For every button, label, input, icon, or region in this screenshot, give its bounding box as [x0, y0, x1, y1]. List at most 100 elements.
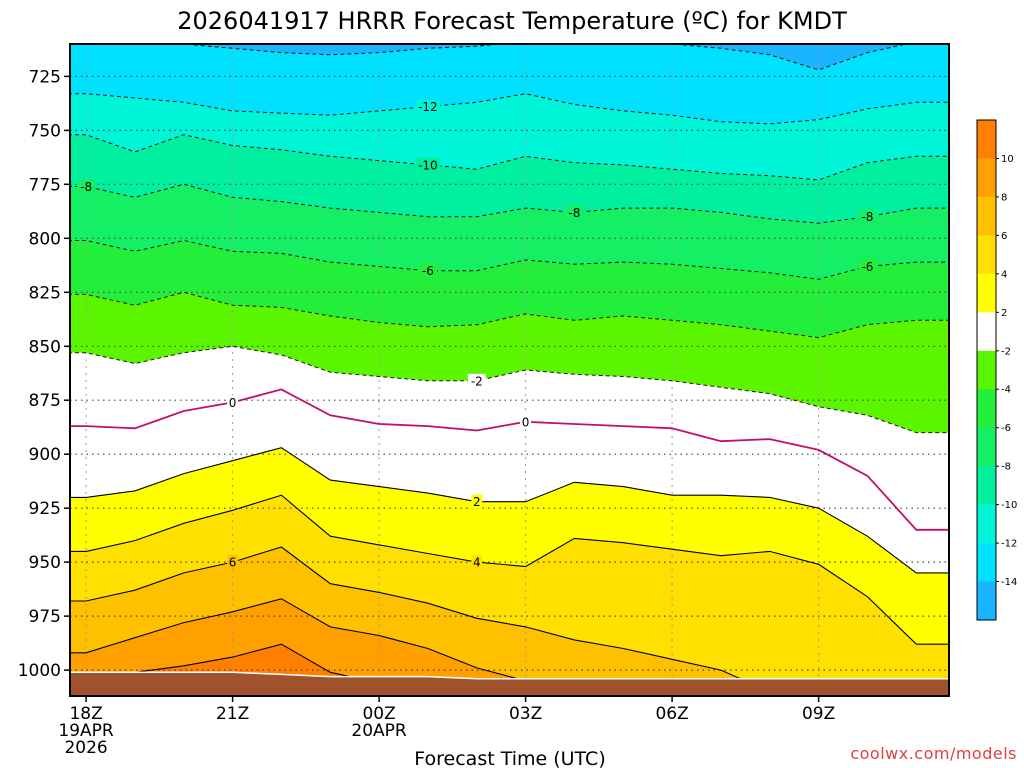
- colorbar-label--2: -2: [1001, 346, 1011, 357]
- contour-label--8: -8: [80, 180, 92, 194]
- plot-area: -12 -10 -8 -8 -8 -6 -6 -2 0 0 2 4 6: [70, 44, 949, 696]
- colorbar-swatch-6-to-8: [977, 196, 996, 236]
- isotherm--10: [70, 134, 949, 181]
- surface-line: [70, 671, 949, 680]
- colorbar-swatch--99-to--14: [977, 581, 996, 621]
- colorbar-swatch-4-to-6: [977, 235, 996, 275]
- contour-label-bg: [467, 373, 486, 388]
- x-tick-date: 19APR: [58, 721, 114, 741]
- contour-label-bg: [520, 414, 532, 429]
- colorbar-swatch--8-to--6: [977, 427, 996, 467]
- y-tick-label-775: 775: [29, 175, 61, 195]
- contour-label-4: 4: [473, 556, 481, 570]
- y-tick-label-875: 875: [29, 391, 61, 411]
- y-tick-label-750: 750: [29, 121, 61, 141]
- contour-label-bg: [471, 555, 483, 570]
- temp-band--4-to--2: [70, 292, 949, 433]
- colorbar-swatch-8-to-10: [977, 158, 996, 198]
- colorbar-label-8: 8: [1001, 192, 1007, 203]
- x-tick-date: 20APR: [351, 721, 407, 741]
- contour-label-0: 0: [229, 396, 237, 410]
- contour-label-bg: [415, 99, 441, 114]
- x-axis-label: Forecast Time (UTC): [414, 748, 605, 768]
- y-tick-label-925: 925: [29, 499, 61, 519]
- isotherm--12: [70, 93, 949, 125]
- colorbar-label-4: 4: [1001, 269, 1007, 280]
- y-tick-label-850: 850: [29, 337, 61, 357]
- colorbar-frame: [976, 119, 997, 621]
- x-tick-year: 2026: [64, 738, 107, 758]
- isotherm-2: [70, 447, 949, 574]
- colorbar-swatch--6-to--4: [977, 389, 996, 428]
- contour-label-bg: [418, 263, 437, 278]
- contour-label--10: -10: [418, 158, 438, 172]
- y-axis: 725 750 775 800 825 850 875 900 925 950 975 1000: [18, 67, 70, 681]
- contour-label-0: 0: [522, 415, 530, 429]
- terrain-fill: [70, 672, 949, 696]
- colorbar-label-2: 2: [1001, 308, 1007, 319]
- y-tick-label-800: 800: [29, 229, 61, 249]
- y-tick-label-725: 725: [29, 67, 61, 87]
- contour-label-bg: [858, 209, 877, 224]
- isotherm--2: [70, 345, 949, 434]
- y-tick-label-900: 900: [29, 445, 61, 465]
- colorbar-swatch--2-to-2: [977, 312, 996, 352]
- contour-label-bg: [227, 555, 239, 570]
- colorbar-swatch-2-to-4: [977, 273, 996, 313]
- contour-label-bg: [858, 259, 877, 274]
- contour-label--2: -2: [471, 374, 483, 388]
- colorbar-label--10: -10: [1001, 500, 1017, 511]
- chart-title: 2026041917 HRRR Forecast Temperature (ºC…: [177, 7, 847, 35]
- temp-band--2-to-2: [70, 346, 949, 573]
- contour-label-2: 2: [473, 495, 481, 509]
- y-tick-label-950: 950: [29, 553, 61, 573]
- colorbar-label--12: -12: [1001, 539, 1017, 550]
- credit-text: coolwx.com/models: [850, 744, 1017, 763]
- x-tick-label-03Z: 03Z: [509, 704, 542, 724]
- temp-band-2-to-4: [70, 447, 949, 645]
- temp-band--6-to--4: [70, 240, 949, 338]
- colorbar-label--8: -8: [1001, 462, 1011, 473]
- contour-label-bg: [565, 205, 584, 220]
- colorbar-label--14: -14: [1001, 577, 1017, 588]
- contour-label-bg: [415, 157, 441, 172]
- isotherm-10: [70, 643, 441, 696]
- isotherm--8: [70, 183, 949, 224]
- isotherm-0: [70, 388, 949, 531]
- y-tick-label-975: 975: [29, 607, 61, 627]
- x-tick-label-06Z: 06Z: [655, 704, 688, 724]
- contour-label-bg: [77, 179, 96, 194]
- contour-label--6: -6: [861, 260, 873, 274]
- contour-label-bg: [471, 494, 483, 509]
- temp-band--14-to--12: [70, 44, 949, 124]
- contour-label-6: 6: [229, 556, 237, 570]
- isotherm-8: [70, 598, 611, 696]
- isotherm--6: [70, 239, 949, 280]
- isotherm-6: [70, 546, 807, 696]
- colorbar: 10 8 6 4 2 -2 -4 -6 -8 -10 -12 -14: [976, 119, 1017, 621]
- contour-label--12: -12: [418, 100, 438, 114]
- x-tick-label-18Z: 18Z: [69, 704, 102, 724]
- y-tick-label-825: 825: [29, 283, 61, 303]
- colorbar-swatch--10-to--8: [977, 466, 996, 505]
- contour-label--8: -8: [861, 210, 873, 224]
- isotherm--4: [70, 291, 949, 339]
- temp-band--8-to--6: [70, 184, 949, 280]
- temp-band--12-to--10: [70, 93, 949, 180]
- x-tick-label-21Z: 21Z: [216, 704, 249, 724]
- y-tick-label-1000: 1000: [18, 661, 61, 681]
- colorbar-swatch--14-to--12: [977, 543, 996, 582]
- grid-layer: [70, 44, 949, 696]
- isotherm-4: [70, 494, 949, 645]
- x-tick-label-00Z: 00Z: [362, 704, 395, 724]
- contour-label--8: -8: [568, 206, 580, 220]
- contour-label-layer: -12 -10 -8 -8 -8 -6 -6 -2 0 0 2 4 6: [77, 99, 877, 570]
- colorbar-swatch-10-to-99: [977, 120, 996, 159]
- temp-band-4-to-6: [70, 495, 949, 696]
- colorbar-label--6: -6: [1001, 423, 1011, 434]
- colorbar-label-6: 6: [1001, 231, 1007, 242]
- colorbar-swatch--4-to--2: [977, 350, 996, 390]
- x-tick-label-09Z: 09Z: [802, 704, 835, 724]
- colorbar-label--4: -4: [1001, 385, 1011, 396]
